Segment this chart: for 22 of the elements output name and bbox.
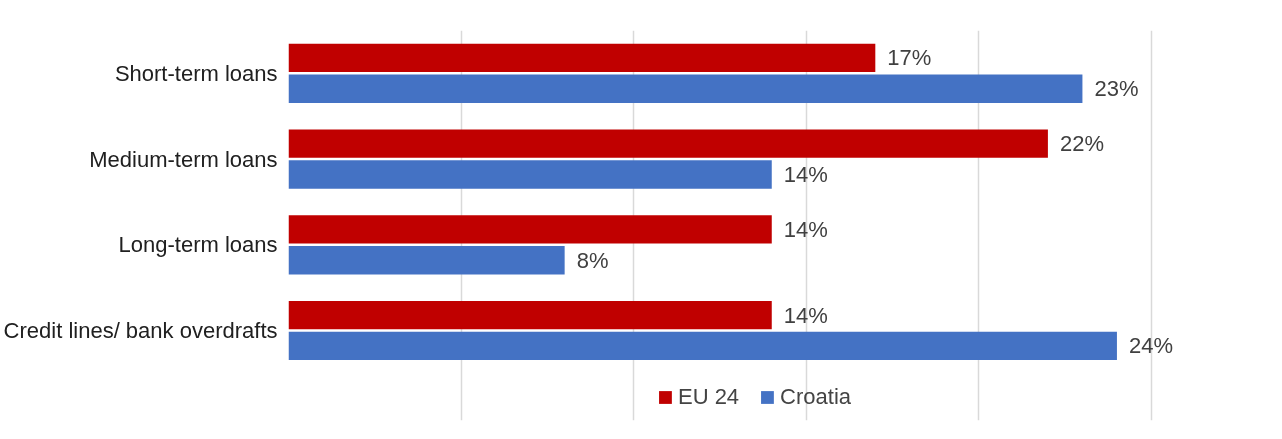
bar [288, 300, 772, 330]
y-tick-label: Long-term loans [118, 232, 278, 258]
data-label: 23% [1094, 76, 1139, 102]
data-label: 17% [887, 45, 932, 71]
bar [288, 246, 565, 275]
y-tick-label: Medium-term loans [89, 146, 278, 172]
bar [288, 215, 772, 244]
bar [288, 129, 1048, 158]
legend-label: Croatia [780, 384, 852, 410]
bar [288, 331, 1117, 361]
bar [288, 160, 772, 189]
data-label: 14% [783, 302, 828, 328]
bar [288, 43, 876, 73]
data-label: 24% [1128, 333, 1173, 359]
data-label: 8% [576, 247, 609, 273]
y-tick-label: Short-term loans [114, 60, 278, 86]
data-label: 14% [783, 162, 828, 187]
y-tick-label: Credit lines/ bank overdrafts [3, 318, 278, 343]
data-label: 22% [1059, 131, 1104, 157]
bar [288, 74, 1083, 103]
data-label: 14% [783, 216, 828, 242]
legend-label: EU 24 [677, 384, 740, 410]
